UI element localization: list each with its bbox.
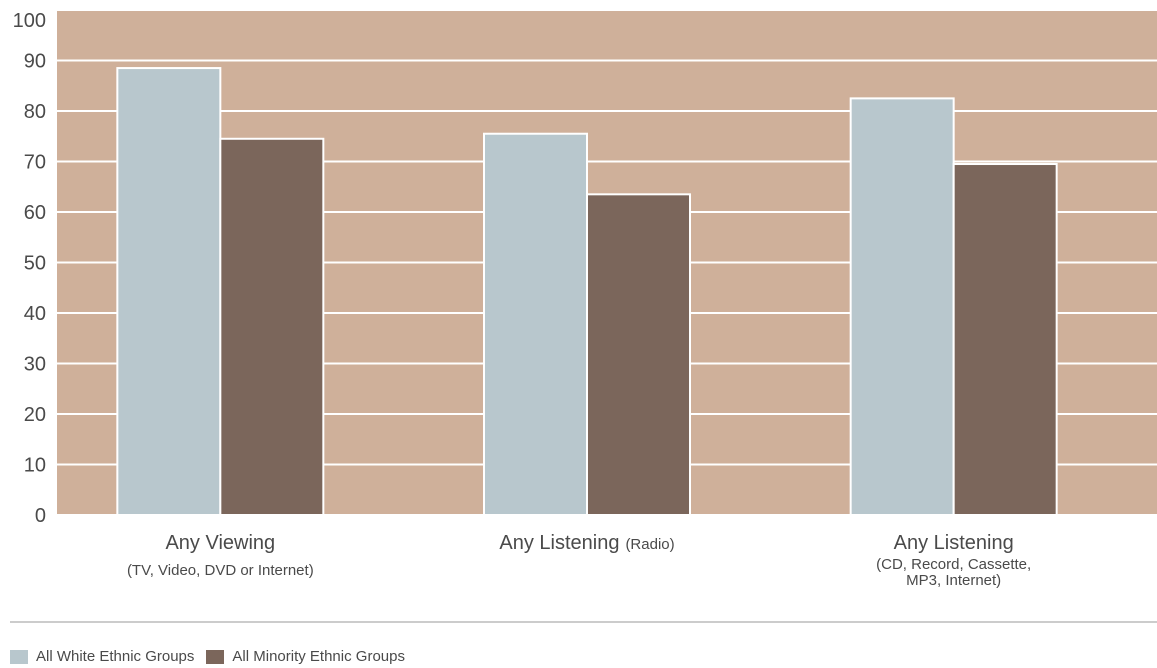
- y-tick-label: 100: [13, 10, 46, 32]
- y-tick-label: 50: [24, 253, 46, 275]
- y-tick-label: 80: [24, 101, 46, 123]
- x-axis-labels: Any Viewing (TV, Video, DVD or Internet) A…: [127, 532, 1031, 589]
- legend-label: All White Ethnic Groups: [36, 648, 195, 665]
- bar: [483, 132, 588, 516]
- legend: All White Ethnic Groups All Minority Ethn…: [10, 648, 417, 665]
- y-tick-label: 90: [24, 51, 46, 73]
- y-tick-label: 70: [24, 152, 46, 174]
- x-category-sublabel: (TV, Video, DVD or Internet): [127, 562, 314, 579]
- x-category-label: Any Listening: [894, 532, 1014, 554]
- bar: [952, 163, 1058, 516]
- y-tick-label: 20: [24, 404, 46, 426]
- x-category-label: Any Viewing: [165, 532, 275, 554]
- legend-swatch: [206, 649, 225, 664]
- x-category-label: Any Listening (Radio): [499, 532, 674, 554]
- y-axis-ticks: 0 10 20 30 40 50 60 70 80 90 100: [13, 10, 46, 527]
- y-tick-label: 10: [24, 455, 46, 477]
- bar: [849, 97, 955, 516]
- legend-item: All Minority Ethnic Groups: [206, 648, 405, 665]
- y-tick-label: 0: [35, 505, 46, 527]
- x-category-sublabel: (CD, Record, Cassette,: [876, 556, 1031, 573]
- bar: [116, 67, 222, 516]
- x-category-sublabel: MP3, Internet): [906, 572, 1001, 589]
- bar: [219, 137, 325, 516]
- y-tick-label: 40: [24, 303, 46, 325]
- legend-swatch: [10, 649, 28, 664]
- y-tick-label: 60: [24, 202, 46, 224]
- y-tick-label: 30: [24, 354, 46, 376]
- bar: [586, 193, 691, 516]
- legend-item: All White Ethnic Groups: [10, 648, 194, 665]
- bars: [116, 67, 1058, 516]
- legend-label: All Minority Ethnic Groups: [232, 648, 405, 665]
